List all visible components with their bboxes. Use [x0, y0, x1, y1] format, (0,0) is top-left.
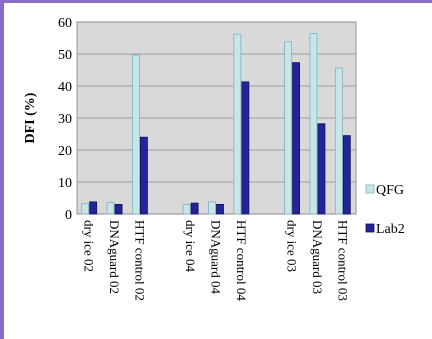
y-tick-label: 40 [58, 80, 72, 95]
bar-qfg [233, 33, 242, 215]
y-tick-label: 60 [58, 16, 72, 31]
bar-qfg [334, 67, 343, 215]
legend-label-qfg: QFG [376, 183, 404, 198]
legend-swatch-lab2 [365, 223, 375, 233]
x-category-label: DNAguard 04 [209, 220, 224, 295]
x-axis-categories: dry ice 02 DNAguard 02 HTF control 02 dry i… [82, 220, 351, 301]
bar-lab2 [317, 123, 326, 215]
bar-lab2 [140, 136, 148, 215]
bar-qfg [81, 203, 90, 215]
y-tick-label: 20 [58, 144, 72, 159]
legend-label-lab2: Lab2 [376, 222, 405, 237]
y-tick-label: 50 [58, 48, 72, 63]
bar-qfg [208, 201, 216, 215]
bar-lab2 [292, 62, 300, 215]
bar-lab2 [241, 81, 250, 215]
bar-lab2 [190, 202, 199, 215]
x-category-label: DNAguard 02 [107, 220, 122, 294]
bar-lab2 [89, 201, 98, 215]
y-axis-ticks: 0 10 20 30 40 50 60 [58, 16, 72, 223]
x-category-label: HTF control 02 [132, 220, 147, 301]
y-tick-label: 10 [58, 176, 72, 191]
legend: QFG Lab2 [365, 183, 405, 237]
y-tick-label: 30 [58, 112, 72, 127]
bar-qfg [182, 203, 191, 215]
bar-lab2 [216, 203, 224, 215]
x-category-label: DNAguard 03 [310, 220, 325, 294]
bar-qfg [309, 33, 318, 215]
bar-qfg [132, 54, 140, 215]
legend-swatch-qfg [365, 184, 375, 194]
x-category-label: dry ice 04 [183, 220, 198, 272]
x-category-label: HTF control 03 [335, 220, 350, 301]
bars [81, 33, 351, 215]
y-axis-label: DFI (%) [23, 92, 38, 143]
bar-qfg [284, 41, 292, 215]
x-category-label: HTF control 04 [234, 220, 249, 301]
bar-qfg [106, 202, 115, 215]
y-tick-label: 0 [65, 208, 72, 223]
x-category-label: dry ice 02 [82, 220, 97, 272]
bar-lab2 [114, 203, 123, 215]
x-category-label: dry ice 03 [285, 220, 300, 272]
bar-lab2 [342, 135, 351, 215]
